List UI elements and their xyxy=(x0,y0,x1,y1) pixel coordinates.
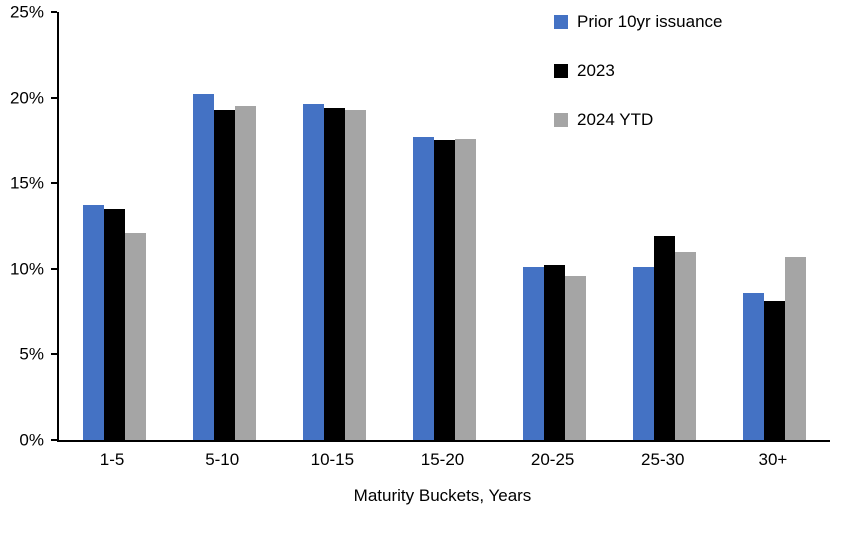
x-axis-labels: 1-5 5-10 10-15 15-20 20-25 25-30 30+ xyxy=(57,450,828,470)
x-tick-label: 10-15 xyxy=(310,450,355,469)
x-tick-label: 15-20 xyxy=(420,450,465,469)
bar xyxy=(234,106,256,440)
bar-group-15-20 xyxy=(389,12,499,440)
legend-label: 2024 YTD xyxy=(577,110,654,129)
y-tick-mark xyxy=(51,96,57,99)
y-tick-label: 5% xyxy=(19,344,44,364)
bar xyxy=(213,109,235,440)
legend-label: 2023 xyxy=(577,61,615,80)
bar-group-5-10 xyxy=(169,12,279,440)
x-tick-label: 5-10 xyxy=(205,450,240,469)
bar-group-1-5 xyxy=(59,12,169,440)
legend-swatch-icon xyxy=(554,113,568,127)
legend-item: Prior 10yr issuance xyxy=(554,12,723,32)
bar xyxy=(523,267,545,440)
bar xyxy=(675,251,697,440)
legend-swatch-icon xyxy=(554,15,568,29)
bar xyxy=(785,256,807,440)
plot-area: Prior 10yr issuance 2023 2024 YTD xyxy=(57,12,830,442)
bar xyxy=(433,140,455,440)
x-tick-label: 1-5 xyxy=(99,450,125,469)
legend-item: 2023 xyxy=(554,61,723,81)
bar-groups xyxy=(59,12,830,440)
y-tick-label: 15% xyxy=(9,173,44,193)
y-tick-label: 25% xyxy=(9,2,44,22)
x-tick-label: 30+ xyxy=(758,450,788,469)
legend-swatch-icon xyxy=(554,64,568,78)
bar xyxy=(633,267,655,440)
bar xyxy=(412,136,434,440)
legend-label: Prior 10yr issuance xyxy=(577,12,723,31)
y-tick-mark xyxy=(51,439,57,441)
bar xyxy=(323,107,345,440)
y-tick-mark xyxy=(51,353,57,356)
bar xyxy=(454,138,476,440)
y-tick-label: 10% xyxy=(9,259,44,279)
y-tick-label: 20% xyxy=(9,88,44,108)
bar xyxy=(344,109,366,440)
bar xyxy=(654,236,676,440)
legend: Prior 10yr issuance 2023 2024 YTD xyxy=(554,12,723,159)
y-tick-mark xyxy=(51,267,57,270)
bar xyxy=(764,301,786,440)
x-axis-title: Maturity Buckets, Years xyxy=(353,486,532,505)
bar xyxy=(302,104,324,440)
y-tick-mark xyxy=(51,182,57,185)
bar-group-30+ xyxy=(720,12,830,440)
y-tick-mark xyxy=(51,11,57,13)
y-tick-label: 0% xyxy=(19,430,44,450)
bar-group-10-15 xyxy=(279,12,389,440)
bar xyxy=(544,265,566,440)
bar xyxy=(192,94,214,440)
y-axis: 0% 5% 10% 15% 20% 25% xyxy=(0,4,57,449)
bar xyxy=(124,232,146,440)
bar-group-20-25 xyxy=(500,12,610,440)
x-tick-label: 25-30 xyxy=(641,450,685,469)
bar xyxy=(743,292,765,440)
bar-group-25-30 xyxy=(610,12,720,440)
legend-item: 2024 YTD xyxy=(554,110,723,130)
x-tick-label: 20-25 xyxy=(530,450,575,469)
bar xyxy=(103,208,125,440)
bar xyxy=(565,275,587,440)
bar xyxy=(82,205,104,440)
